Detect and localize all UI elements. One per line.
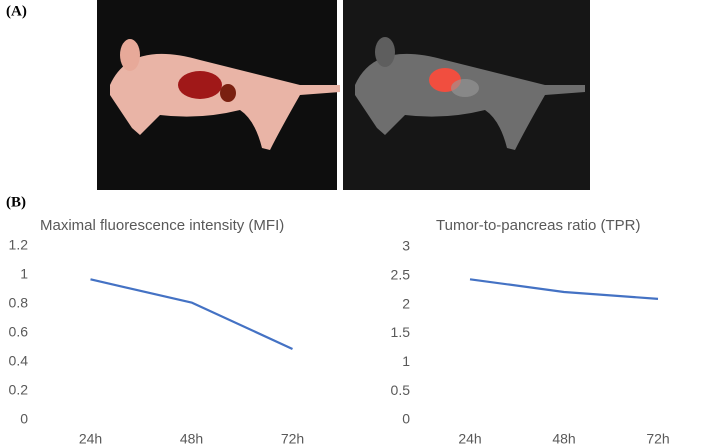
x-tick-label: 48h xyxy=(180,431,203,447)
chart-title: Tumor-to-pancreas ratio (TPR) xyxy=(436,217,641,234)
panel-label: (B) xyxy=(6,194,26,210)
data-line xyxy=(90,278,293,350)
y-tick-label: 1 xyxy=(20,266,28,282)
panel-label: (A) xyxy=(6,3,27,19)
photo-fluorescence xyxy=(343,0,590,190)
x-tick-label: 72h xyxy=(646,431,669,447)
y-tick-label: 2.5 xyxy=(391,267,411,283)
y-tick-label: 1.2 xyxy=(9,237,29,253)
y-tick-label: 1 xyxy=(402,353,410,369)
y-tick-label: 1.5 xyxy=(391,324,411,340)
y-tick-label: 0.5 xyxy=(391,382,411,398)
photo-brightfield xyxy=(97,0,340,190)
y-tick-label: 0 xyxy=(402,411,410,427)
chart-title: Maximal fluorescence intensity (MFI) xyxy=(40,217,284,234)
y-tick-label: 0 xyxy=(20,411,28,427)
y-tick-label: 3 xyxy=(402,238,410,254)
y-tick-label: 0.2 xyxy=(9,382,29,398)
data-line xyxy=(469,278,659,300)
x-tick-label: 48h xyxy=(552,431,575,447)
y-tick-label: 2 xyxy=(402,295,410,311)
x-tick-label: 24h xyxy=(79,431,102,447)
y-tick-label: 0.8 xyxy=(9,295,29,311)
y-tick-label: 0.6 xyxy=(9,324,29,340)
x-tick-label: 24h xyxy=(458,431,481,447)
x-tick-label: 72h xyxy=(281,431,304,447)
y-tick-label: 0.4 xyxy=(9,353,29,369)
